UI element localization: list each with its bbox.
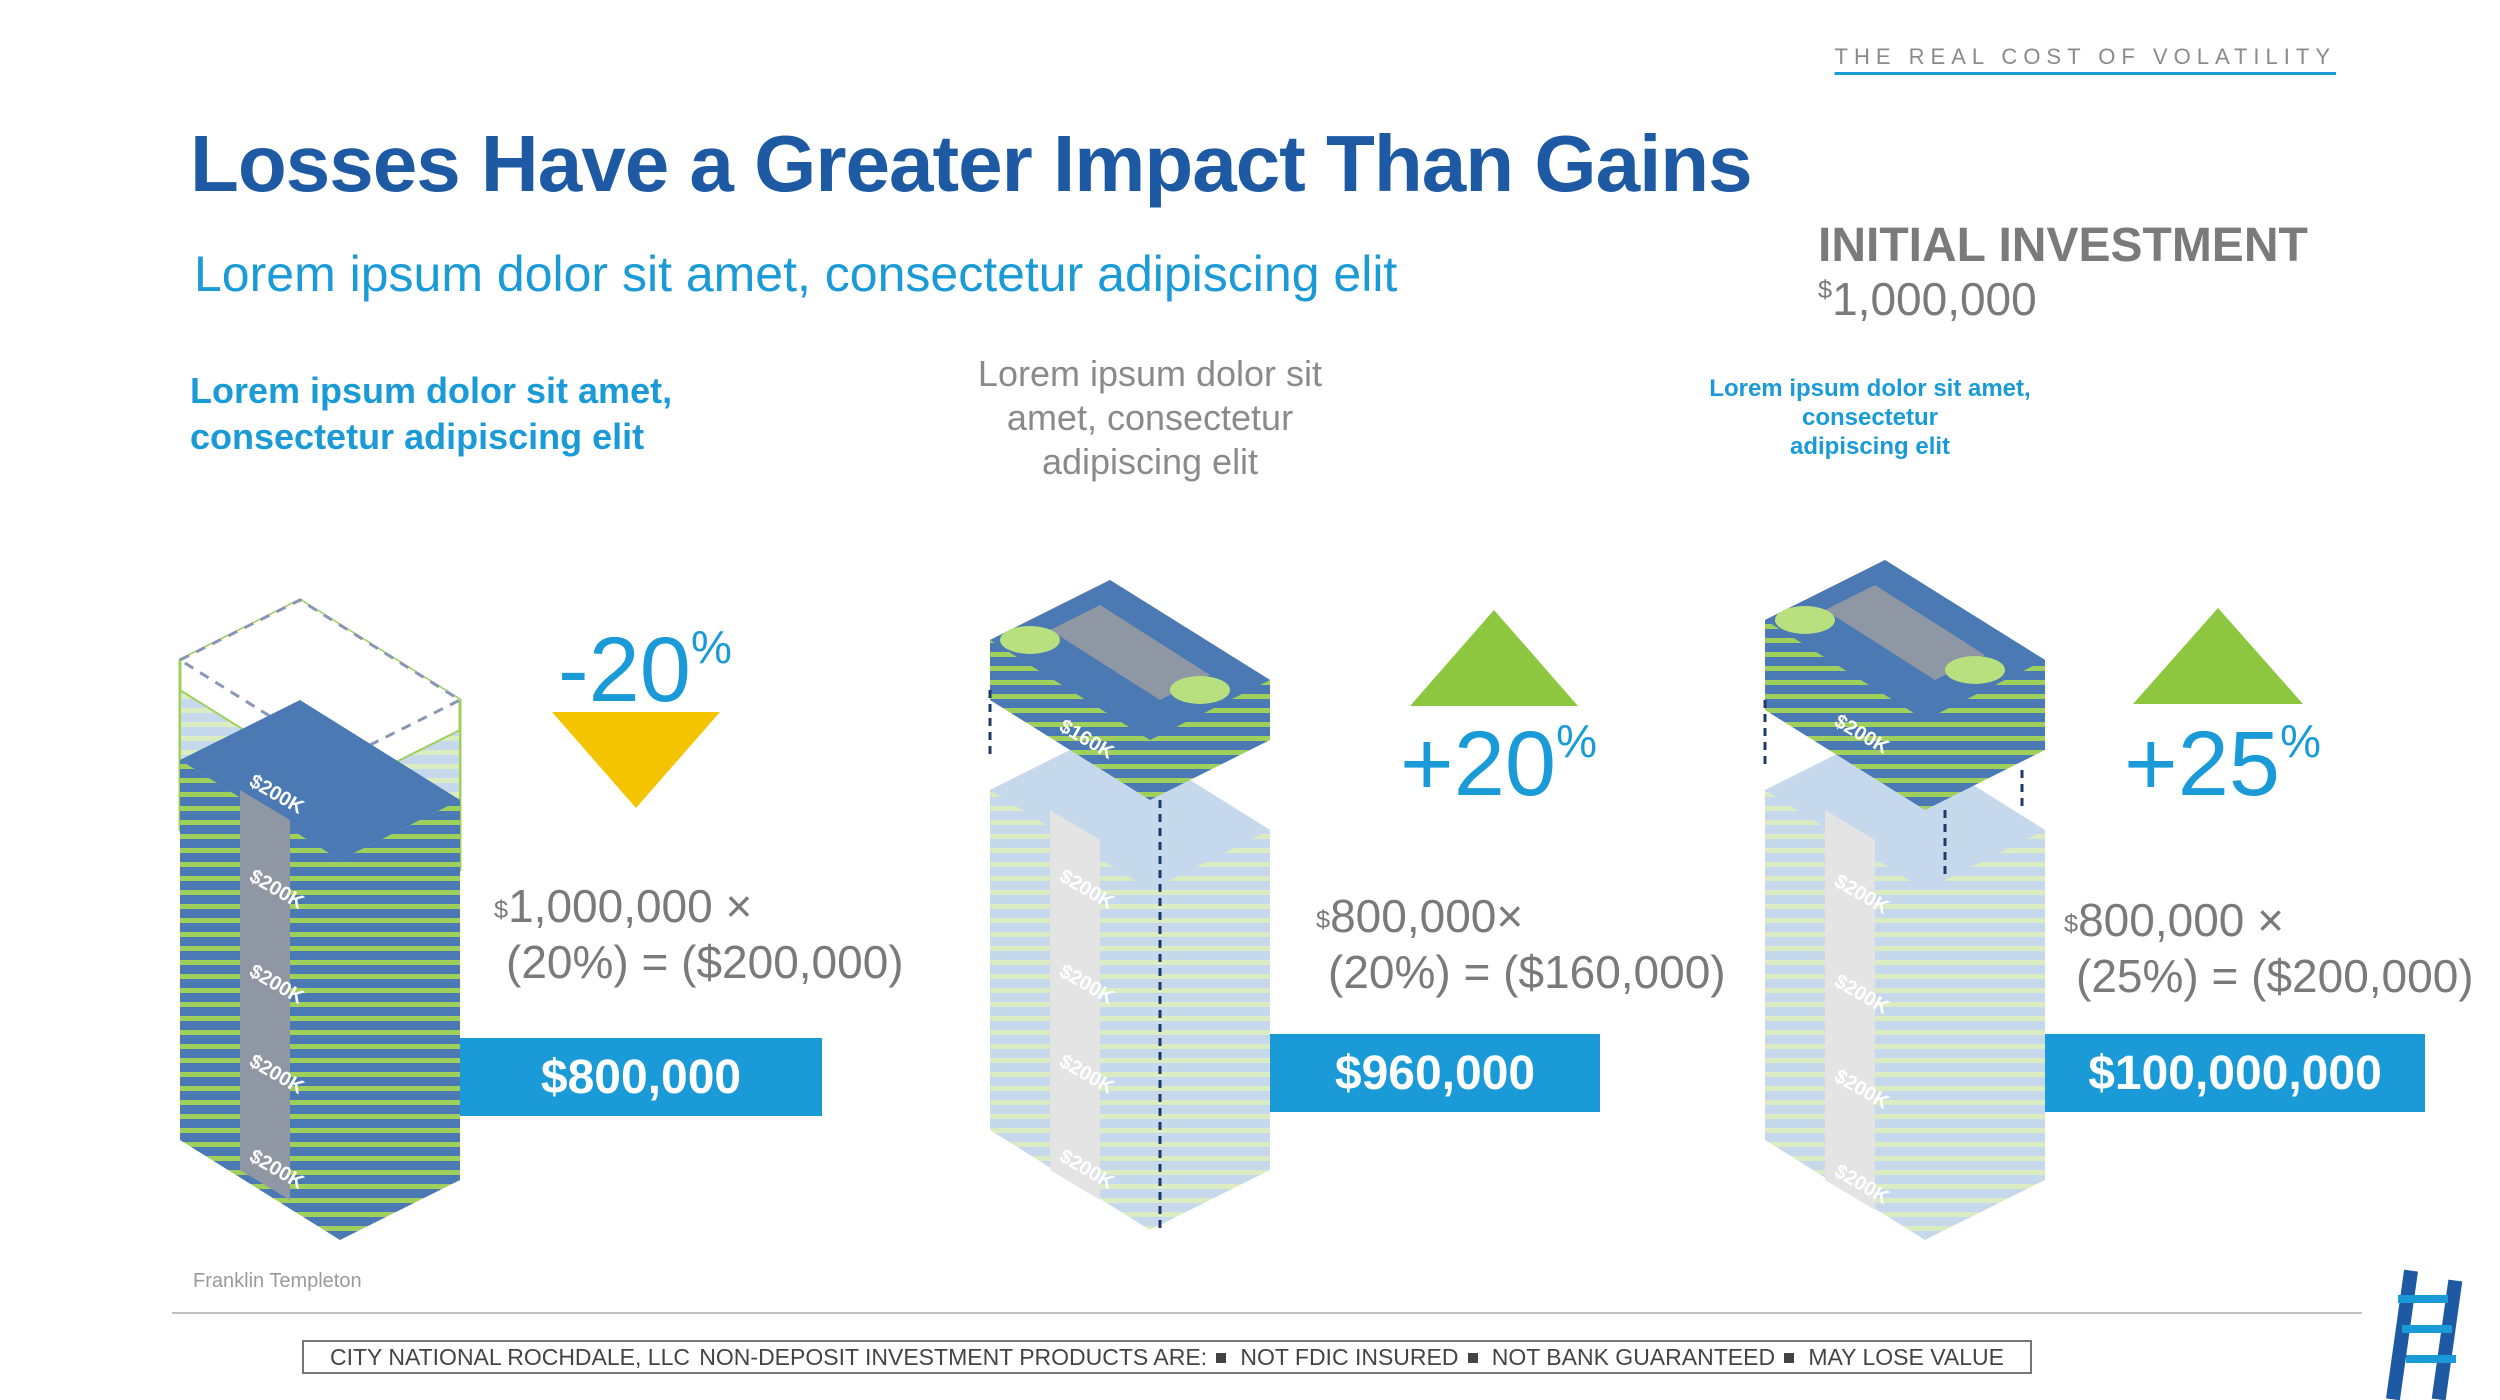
scenario-3-formula: $800,000 × (25%) = ($200,000) — [2064, 894, 2474, 1002]
up-arrow-icon — [1410, 610, 1578, 706]
initial-investment-label: INITIAL INVESTMENT — [1818, 219, 2308, 272]
scenario-1-result: $800,000 — [460, 1038, 822, 1116]
section-kicker: THE REAL COST OF VOLATILITY — [1834, 44, 2336, 69]
scenario-3-percent: +25% — [2124, 713, 2321, 815]
scenario-3-result: $100,000,000 — [2045, 1034, 2425, 1112]
scenario-2-formula: $800,000× (20%) = ($160,000) — [1316, 890, 1726, 998]
initial-investment-value: $1,000,000 — [1818, 273, 2037, 325]
scenario-2-description: Lorem ipsum dolor sit amet, consectetur ad… — [977, 353, 1323, 482]
disclaimer-company: CITY NATIONAL ROCHDALE, LLC — [330, 1343, 690, 1370]
scenario-2-percent: +20% — [1400, 713, 1597, 815]
disclaimer-item: NOT FDIC INSURED — [1216, 1344, 1458, 1371]
scenario-1-description: Lorem ipsum dolor sit amet, consectetur a… — [190, 370, 673, 457]
disclaimer-item: MAY LOSE VALUE — [1784, 1344, 2004, 1371]
up-arrow-icon — [2133, 608, 2303, 704]
scenario-1-percent: -20% — [558, 619, 732, 721]
money-stack-icon — [176, 598, 464, 1240]
money-stack-icon — [1763, 560, 2045, 1240]
disclaimer-item: NOT BANK GUARANTEED — [1467, 1344, 1775, 1371]
scenario-1-formula: $1,000,000 × (20%) = ($200,000) — [494, 880, 904, 988]
page-title: Losses Have a Greater Impact Than Gains — [190, 119, 1753, 208]
down-arrow-icon — [552, 712, 720, 808]
footer-divider — [172, 1312, 2362, 1314]
source-note: Franklin Templeton — [193, 1270, 362, 1292]
scenario-2-result: $960,000 — [1270, 1034, 1600, 1112]
money-stack-icon — [988, 580, 1270, 1230]
page-subtitle: Lorem ipsum dolor sit amet, consectetur … — [194, 246, 1398, 302]
scenario-3-description: Lorem ipsum dolor sit amet, consectetur a… — [1709, 375, 2031, 460]
disclaimer-intro: NON-DEPOSIT INVESTMENT PRODUCTS ARE: — [699, 1343, 1208, 1370]
disclaimer-box: CITY NATIONAL ROCHDALE, LLC NON-DEPOSIT … — [302, 1340, 2032, 1374]
ladder-logo-icon — [2386, 1269, 2463, 1400]
